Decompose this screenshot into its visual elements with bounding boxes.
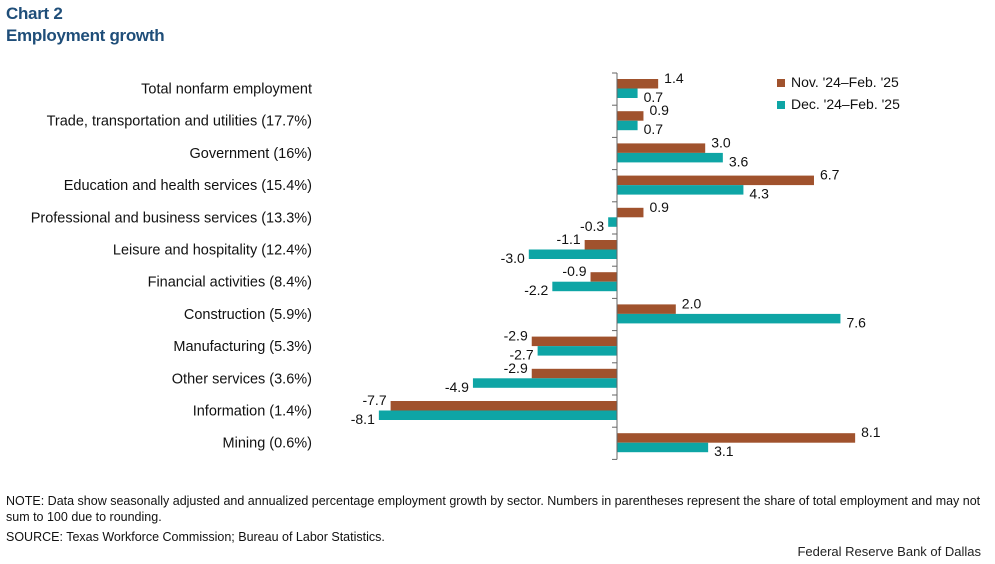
category-label: Total nonfarm employment bbox=[141, 82, 312, 98]
legend-swatch-series-1 bbox=[777, 79, 785, 87]
data-label: -7.7 bbox=[362, 392, 386, 408]
bar-series-2 bbox=[472, 378, 617, 388]
data-label: 7.6 bbox=[846, 314, 866, 330]
data-label: 3.6 bbox=[729, 153, 749, 169]
bar-series-1 bbox=[584, 240, 617, 250]
data-label: 1.4 bbox=[664, 70, 684, 86]
bar-series-1 bbox=[531, 368, 617, 379]
category-label: Construction (5.9%) bbox=[184, 307, 312, 323]
bar-series-2 bbox=[537, 346, 617, 356]
category-label: Government (16%) bbox=[190, 146, 313, 162]
category-label: Trade, transportation and utilities (17.… bbox=[47, 114, 312, 130]
bar-series-1 bbox=[617, 207, 644, 218]
credit-line: Federal Reserve Bank of Dallas bbox=[797, 544, 981, 559]
data-label: -3.0 bbox=[501, 250, 525, 266]
chart-note: NOTE: Data show seasonally adjusted and … bbox=[6, 494, 981, 524]
bar-series-2 bbox=[617, 185, 744, 195]
bar-series-1 bbox=[617, 79, 659, 89]
bar-series-1 bbox=[617, 175, 814, 186]
bar-series-2 bbox=[378, 410, 617, 420]
category-label: Information (1.4%) bbox=[193, 404, 312, 420]
bar-series-1 bbox=[617, 304, 676, 314]
data-label: -0.9 bbox=[562, 263, 586, 279]
data-label: 6.7 bbox=[820, 167, 840, 183]
data-label: 3.0 bbox=[711, 134, 731, 150]
category-label: Professional and business services (13.3… bbox=[31, 210, 312, 226]
category-label: Other services (3.6%) bbox=[172, 371, 312, 387]
chart-subtitle: Employment growth bbox=[6, 26, 165, 45]
chart-source: SOURCE: Texas Workforce Commission; Bure… bbox=[6, 530, 385, 544]
data-label: 0.9 bbox=[649, 102, 669, 118]
data-label: -2.9 bbox=[504, 360, 528, 376]
data-label: 0.9 bbox=[649, 199, 669, 215]
data-label: -1.1 bbox=[557, 231, 581, 247]
bar-series-2 bbox=[552, 281, 617, 292]
data-label: -2.2 bbox=[524, 282, 548, 298]
legend-label-series-1: Nov. '24–Feb. '25 bbox=[791, 74, 899, 90]
bar-series-2 bbox=[617, 120, 638, 131]
category-label: Leisure and hospitality (12.4%) bbox=[113, 243, 312, 259]
data-label: -8.1 bbox=[351, 411, 375, 427]
data-label: 8.1 bbox=[861, 424, 881, 440]
bar-series-1 bbox=[617, 433, 856, 443]
bar-series-2 bbox=[617, 442, 709, 453]
data-label: 2.0 bbox=[682, 295, 702, 311]
bar-series-1 bbox=[617, 111, 644, 121]
bar-series-1 bbox=[531, 336, 617, 347]
bar-series-2 bbox=[617, 152, 723, 163]
data-label: -0.3 bbox=[580, 218, 604, 234]
bar-series-1 bbox=[390, 401, 617, 411]
legend-label-series-2: Dec. '24–Feb. '25 bbox=[791, 96, 900, 112]
bar-series-2 bbox=[608, 217, 617, 227]
category-label: Manufacturing (5.3%) bbox=[173, 339, 312, 355]
data-label: 0.7 bbox=[644, 89, 664, 105]
legend-swatch-series-2 bbox=[777, 101, 785, 109]
data-label: -2.9 bbox=[504, 328, 528, 344]
data-label: 3.1 bbox=[714, 443, 734, 459]
bar-series-2 bbox=[617, 313, 841, 324]
bar-series-1 bbox=[617, 143, 706, 153]
chart-title: Chart 2 bbox=[6, 4, 63, 23]
data-label: -4.9 bbox=[445, 379, 469, 395]
bar-series-2 bbox=[617, 88, 638, 98]
data-label: 0.7 bbox=[644, 121, 664, 137]
bar-series-1 bbox=[590, 272, 617, 282]
data-label: -2.7 bbox=[509, 347, 533, 363]
category-label: Mining (0.6%) bbox=[223, 436, 312, 452]
category-label: Financial activities (8.4%) bbox=[148, 275, 312, 291]
bar-series-2 bbox=[528, 249, 617, 259]
category-label: Education and health services (15.4%) bbox=[64, 178, 312, 194]
data-label: 4.3 bbox=[749, 186, 769, 202]
